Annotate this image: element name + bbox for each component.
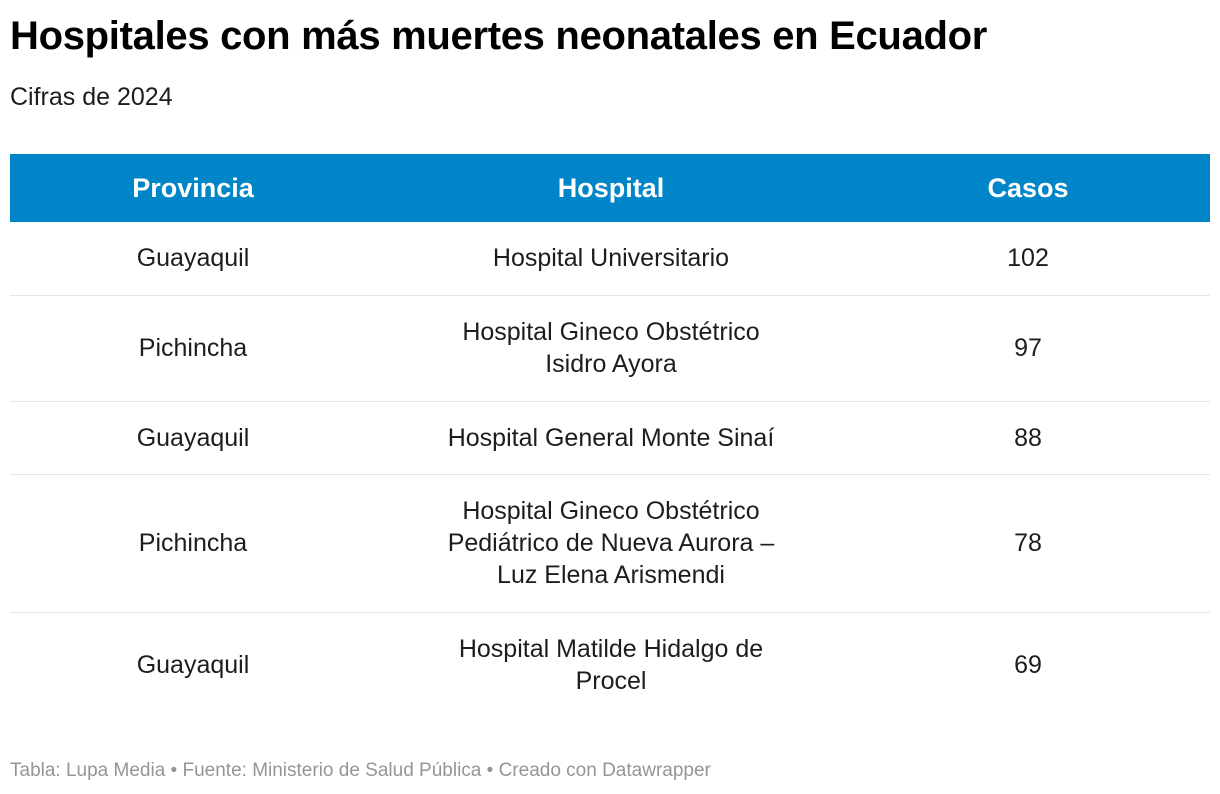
table-row: Guayaquil Hospital Universitario 102: [10, 222, 1210, 296]
cell-casos-text: 88: [1014, 423, 1042, 452]
cell-casos: 69: [846, 612, 1210, 718]
cell-hospital: Hospital Gineco Obstétrico Pediátrico de…: [376, 474, 846, 613]
page-title: Hospitales con más muertes neonatales en…: [10, 14, 988, 58]
column-header-provincia[interactable]: Provincia: [132, 172, 254, 203]
cell-provincia: Guayaquil: [10, 222, 376, 296]
cell-provincia: Guayaquil: [10, 401, 376, 475]
table-header: Provincia Hospital Casos: [10, 154, 1210, 222]
cell-casos: 102: [846, 222, 1210, 296]
cell-casos: 97: [846, 295, 1210, 402]
cell-provincia: Guayaquil: [10, 612, 376, 718]
cell-hospital-text: Hospital Universitario: [492, 244, 730, 273]
cell-casos-text: 69: [1014, 651, 1042, 680]
data-table: Provincia Hospital Casos Guayaquil Hospi…: [10, 154, 1210, 718]
column-header-hospital[interactable]: Hospital: [557, 172, 665, 203]
data-table-container: Provincia Hospital Casos Guayaquil Hospi…: [10, 154, 1210, 718]
table-header-row: Provincia Hospital Casos: [10, 154, 1210, 222]
table-row: Guayaquil Hospital Matilde Hidalgo de Pr…: [10, 612, 1210, 718]
cell-hospital-text: Hospital General Monte Sinaí: [447, 423, 775, 452]
cell-casos-text: 78: [1014, 529, 1042, 557]
cell-hospital: Hospital Gineco Obstétrico Isidro Ayora: [376, 295, 846, 402]
cell-provincia-text: Guayaquil: [136, 423, 250, 452]
cell-provincia-text: Guayaquil: [136, 244, 250, 273]
cell-hospital-text: Hospital Matilde Hidalgo de Procel: [458, 635, 764, 696]
table-row: Pichincha Hospital Gineco Obstétrico Isi…: [10, 295, 1210, 402]
cell-provincia-text: Guayaquil: [136, 651, 250, 680]
table-row: Pichincha Hospital Gineco Obstétrico Ped…: [10, 474, 1210, 613]
cell-hospital-text: Hospital Gineco Obstétrico Pediátrico de…: [447, 497, 775, 589]
cell-casos: 78: [846, 474, 1210, 613]
cell-casos-text: 97: [1014, 334, 1042, 362]
cell-hospital: Hospital Universitario: [376, 222, 846, 296]
cell-provincia-text: Pichincha: [138, 529, 248, 557]
cell-provincia-text: Pichincha: [138, 334, 248, 362]
cell-provincia: Pichincha: [10, 474, 376, 613]
cell-casos: 88: [846, 401, 1210, 475]
cell-hospital: Hospital General Monte Sinaí: [376, 401, 846, 475]
cell-hospital: Hospital Matilde Hidalgo de Procel: [376, 612, 846, 718]
table-row: Guayaquil Hospital General Monte Sinaí 8…: [10, 401, 1210, 475]
cell-casos-text: 102: [1007, 244, 1049, 273]
cell-hospital-text: Hospital Gineco Obstétrico Isidro Ayora: [462, 318, 760, 378]
cell-provincia: Pichincha: [10, 295, 376, 402]
column-header-casos[interactable]: Casos: [987, 172, 1069, 203]
source-footer: Tabla: Lupa Media • Fuente: Ministerio d…: [10, 760, 711, 781]
page-subtitle: Cifras de 2024: [10, 83, 173, 111]
table-body: Guayaquil Hospital Universitario 102 Pic…: [10, 222, 1210, 718]
